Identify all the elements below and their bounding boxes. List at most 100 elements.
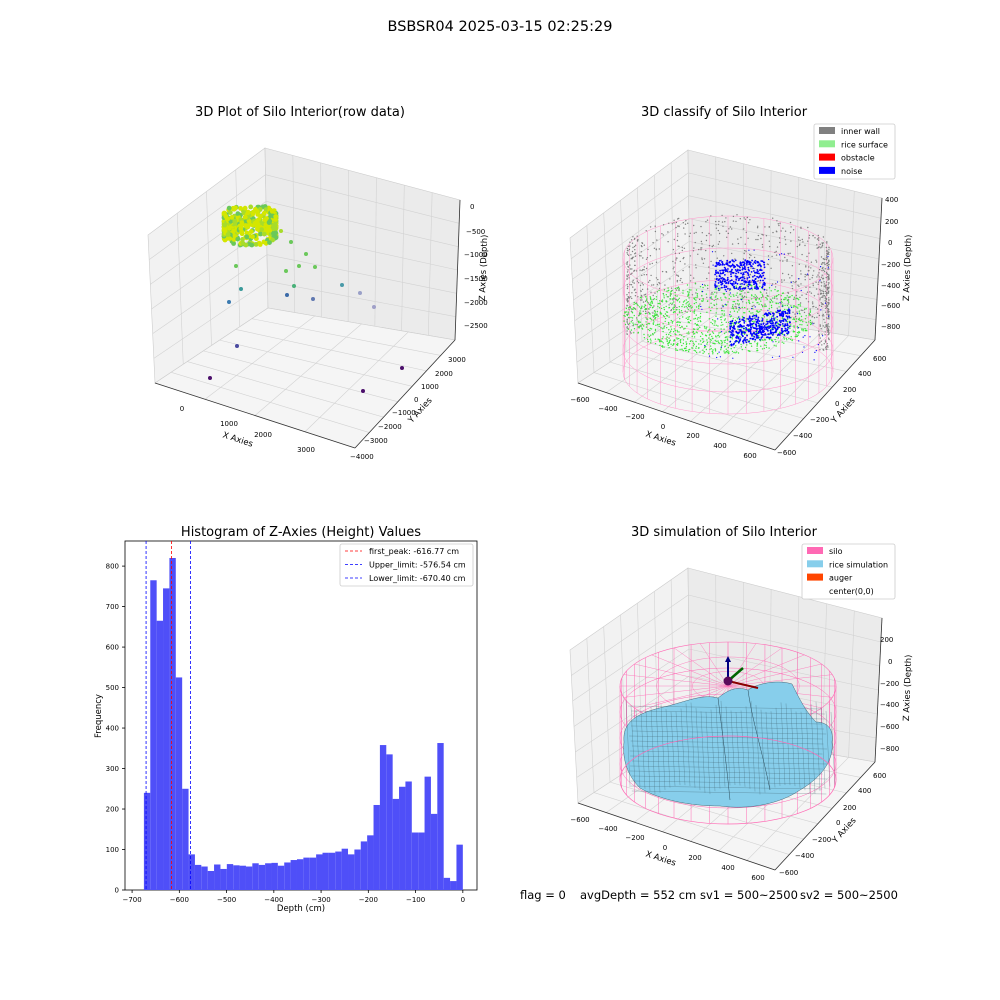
gridline bbox=[821, 184, 827, 332]
gridline bbox=[746, 757, 849, 861]
noise-point bbox=[729, 328, 732, 330]
gridline bbox=[688, 594, 881, 643]
rice-surface-point bbox=[687, 304, 689, 306]
inner-wall-point bbox=[787, 273, 790, 276]
inner-wall-point bbox=[667, 241, 669, 243]
noise-point bbox=[725, 290, 728, 292]
rice-surface-point bbox=[693, 298, 696, 300]
rice-surface-point bbox=[694, 350, 697, 352]
histogram-bar bbox=[226, 864, 234, 890]
rice-surface-point bbox=[626, 311, 628, 313]
noise-point bbox=[809, 336, 811, 338]
inner-wall-point bbox=[636, 280, 639, 282]
histogram-bar bbox=[341, 848, 349, 890]
inner-wall-point bbox=[761, 246, 764, 248]
noise-point bbox=[755, 314, 758, 317]
noise-point bbox=[770, 332, 772, 335]
noise-point bbox=[786, 329, 788, 332]
inner-wall-point bbox=[710, 293, 712, 295]
rice-surface-point bbox=[662, 342, 664, 344]
inner-wall-point bbox=[801, 253, 803, 256]
noise-point bbox=[804, 335, 806, 337]
inner-wall-point bbox=[641, 282, 643, 284]
inner-wall-point bbox=[644, 293, 647, 296]
noise-point bbox=[779, 254, 781, 256]
histogram-bar bbox=[245, 866, 253, 890]
histogram-bar bbox=[430, 813, 438, 890]
inner-wall-point bbox=[808, 266, 810, 268]
noise-point bbox=[734, 328, 736, 330]
y-tick-label: 800 bbox=[106, 563, 119, 571]
surface-mesh-line bbox=[670, 711, 676, 786]
rice-surface-point bbox=[644, 304, 647, 307]
inner-wall-point bbox=[825, 255, 828, 257]
simulation-silo-front bbox=[619, 735, 837, 825]
rice-surface-point bbox=[676, 287, 678, 289]
inner-wall-point bbox=[628, 292, 630, 294]
inner-wall-point bbox=[627, 323, 629, 325]
inner-wall-point bbox=[767, 263, 769, 266]
histogram-bar bbox=[335, 851, 342, 890]
noise-point bbox=[722, 269, 724, 272]
y-tick-label: 600 bbox=[106, 644, 119, 652]
noise-point bbox=[732, 325, 735, 328]
surface-mesh-line bbox=[760, 709, 766, 793]
inner-wall-point bbox=[629, 331, 632, 333]
rice-surface-point bbox=[766, 318, 768, 321]
inner-wall-point bbox=[821, 242, 823, 244]
rice-surface-point bbox=[670, 328, 673, 330]
raw-x-tick: 1000 bbox=[220, 420, 238, 428]
rice-surface-point bbox=[717, 340, 719, 342]
rice-surface-point bbox=[703, 346, 706, 349]
inner-wall-point bbox=[789, 277, 791, 279]
inner-wall-point bbox=[743, 252, 745, 255]
noise-point bbox=[759, 338, 761, 341]
rice-surface-point bbox=[641, 328, 644, 330]
rice-surface-point bbox=[668, 333, 670, 336]
rice-surface-point bbox=[704, 327, 706, 329]
noise-point bbox=[771, 334, 774, 336]
inner-wall-point bbox=[635, 291, 637, 294]
noise-point bbox=[762, 261, 765, 264]
inner-wall-point bbox=[807, 301, 810, 303]
legend-label: rice surface bbox=[841, 140, 888, 149]
inner-wall-point bbox=[674, 252, 677, 254]
inner-wall-point bbox=[645, 310, 647, 313]
rice-surface-point bbox=[713, 324, 715, 326]
noise-point bbox=[798, 340, 800, 342]
rice-surface-point bbox=[761, 317, 763, 319]
raw-point bbox=[227, 225, 232, 231]
raw-point bbox=[255, 226, 260, 232]
inner-wall-point bbox=[646, 288, 649, 290]
rice-surface-point bbox=[781, 325, 784, 327]
noise-point bbox=[758, 275, 761, 278]
noise-point bbox=[740, 264, 743, 267]
rice-surface-point bbox=[666, 296, 668, 298]
rice-surface-point bbox=[750, 298, 753, 300]
noise-point bbox=[767, 330, 769, 332]
noise-point bbox=[757, 332, 760, 335]
rice-surface-point bbox=[800, 315, 803, 318]
rice-surface-point bbox=[654, 330, 657, 332]
noise-point bbox=[702, 290, 704, 293]
noise-point bbox=[764, 282, 766, 285]
rice-surface-point bbox=[699, 351, 701, 353]
inner-wall-point bbox=[673, 266, 675, 268]
noise-point bbox=[763, 284, 766, 286]
noise-point bbox=[726, 259, 729, 262]
noise-point bbox=[766, 313, 768, 315]
rice-surface-point bbox=[669, 302, 671, 304]
noise-point bbox=[721, 286, 723, 289]
rice-surface-point bbox=[668, 329, 670, 331]
sim-z-tick: −600 bbox=[880, 723, 899, 731]
rice-surface-point bbox=[792, 306, 795, 308]
rice-surface-point bbox=[715, 312, 717, 314]
inner-wall-point bbox=[652, 284, 655, 286]
rice-surface-point bbox=[724, 318, 727, 320]
rice-surface-point bbox=[797, 297, 799, 300]
noise-point bbox=[737, 336, 740, 339]
rice-surface-point bbox=[793, 317, 795, 319]
inner-wall-point bbox=[645, 258, 648, 260]
rice-surface-point bbox=[740, 343, 742, 346]
noise-point bbox=[755, 318, 757, 321]
